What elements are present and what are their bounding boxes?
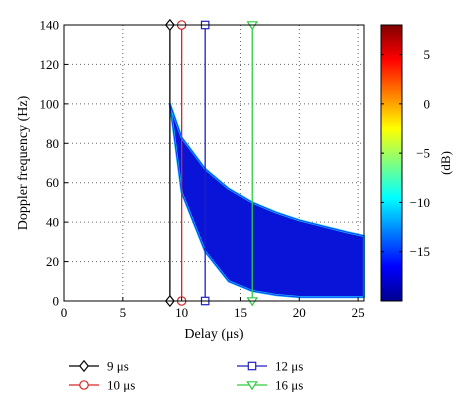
x-tick-label: 25 [352,305,365,320]
y-tick-label: 80 [46,136,59,151]
y-tick-label: 140 [40,18,60,33]
y-tick-label: 100 [40,96,60,111]
x-tick-label: 0 [61,305,68,320]
x-axis-label: Delay (μs) [184,327,244,342]
colorbar-tick-label: 0 [424,96,431,111]
colorbar-scale [380,24,403,302]
legend-label-2: 12 μs [275,359,303,374]
legend-label-1: 10 μs [107,378,135,393]
x-tick-label: 10 [175,305,188,320]
y-tick-label: 20 [46,254,59,269]
legend-label-0: 9 μs [107,359,129,374]
y-tick-label: 40 [46,215,59,230]
colorbar-tick-label: 5 [424,47,431,62]
y-tick-label: 60 [46,175,59,190]
y-tick-label: 120 [40,57,60,72]
axes: 0 5 10 15 20 25 0 20 40 60 80 100 120 140 Delay (μs) Do… [16,18,365,343]
y-tick-label: 0 [53,294,60,309]
legend: 9 μs 10 μs 12 μs 16 μs [69,359,303,393]
colorbar-label: (dB) [438,151,453,175]
x-tick-label: 5 [120,305,127,320]
x-tick-label: 20 [293,305,306,320]
legend-marker-2 [247,361,257,371]
legend-marker-1 [79,380,89,390]
plot-frame [63,24,365,302]
legend-label-3: 16 μs [275,378,303,393]
colorbar-tick-label: −5 [416,146,430,161]
legend-marker-0 [79,359,89,373]
colorbar: 5 0 −5 −10 −15 (dB) [380,24,453,302]
colorbar-tick-label: −15 [410,244,430,259]
x-tick-label: 15 [234,305,247,320]
colorbar-tick-label: −10 [410,195,430,210]
y-axis-label: Doppler frequency (Hz) [16,95,31,230]
legend-marker-3 [246,381,258,391]
